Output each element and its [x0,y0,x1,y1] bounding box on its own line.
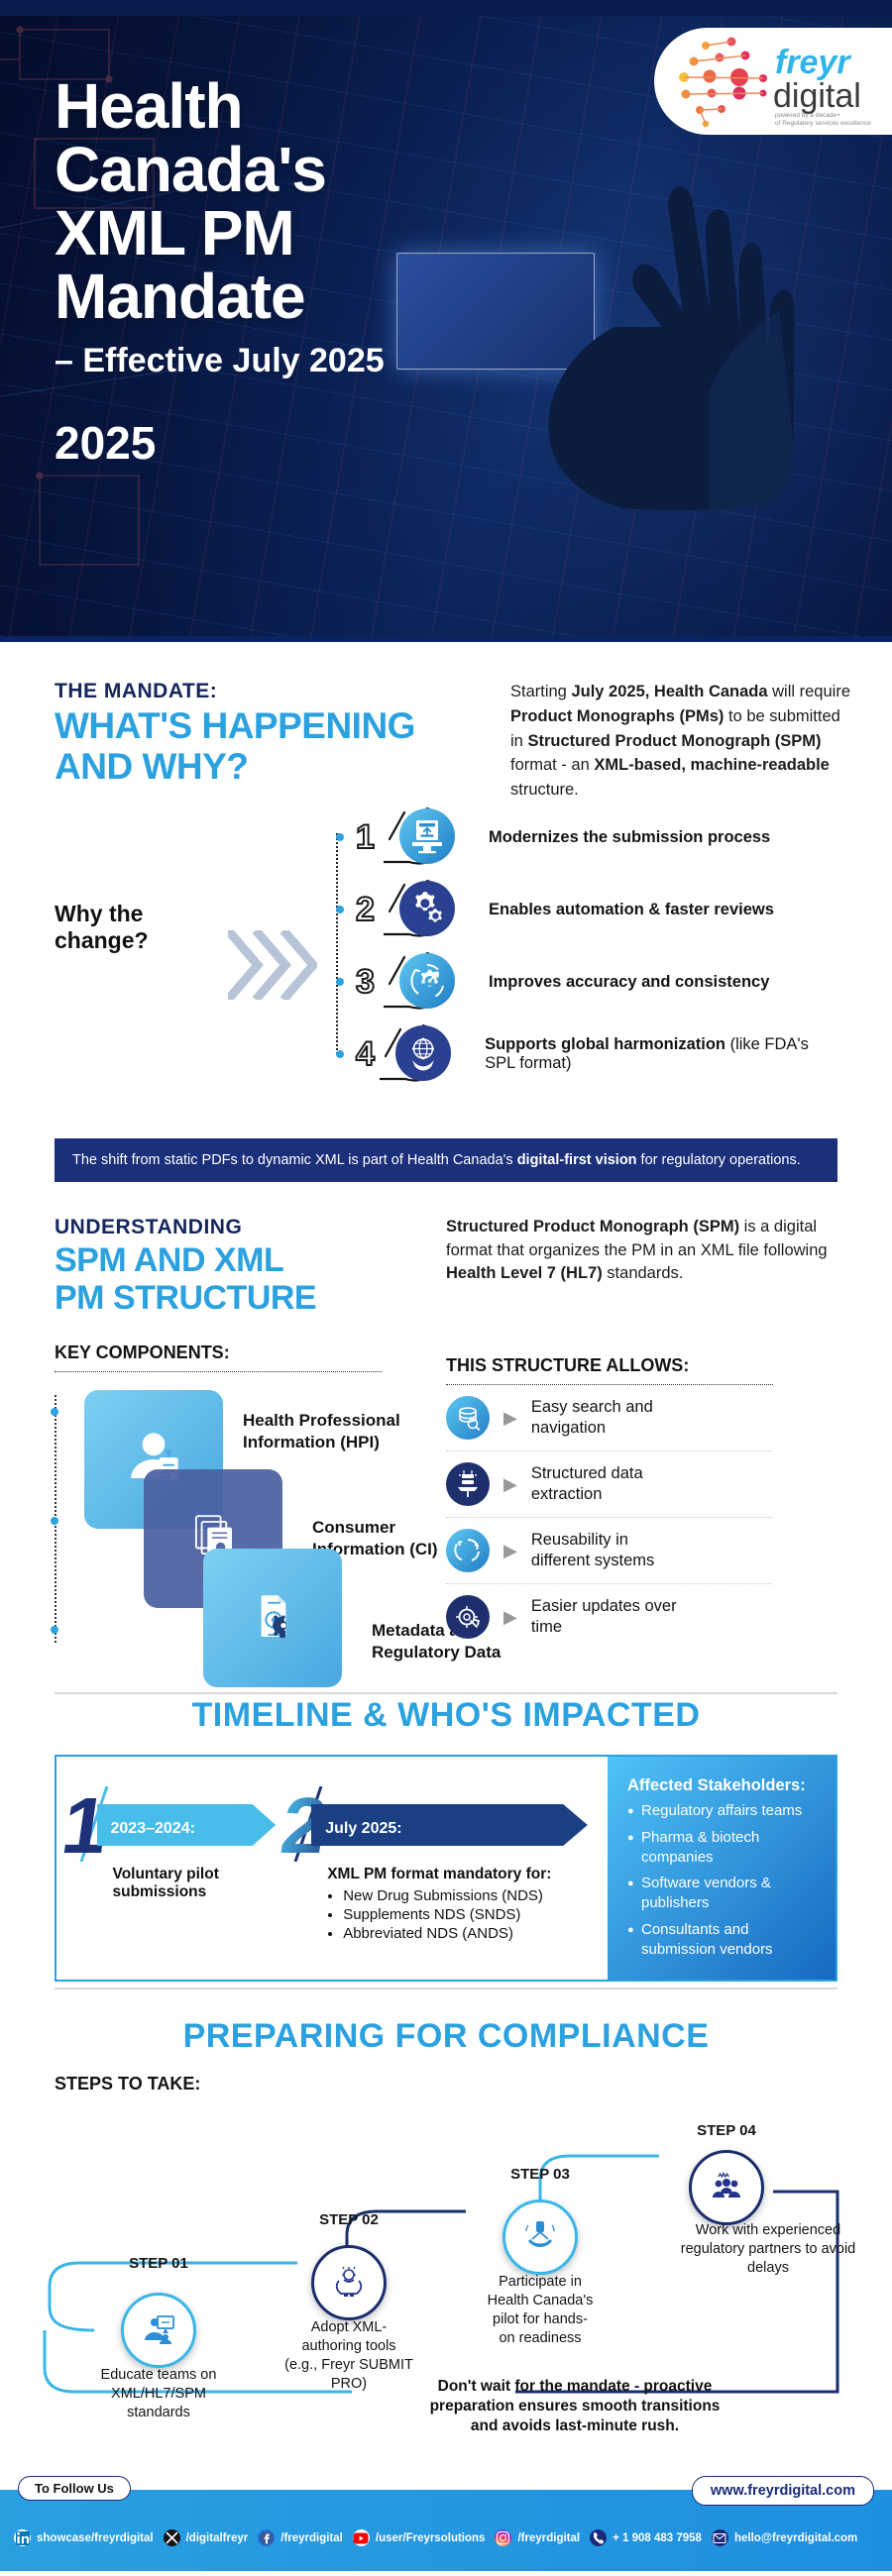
svg-text:freyr: freyr [775,44,851,81]
svg-text:of Regulatory services excelle: of Regulatory services excellence [775,120,871,127]
svg-text:powered by a decade+: powered by a decade+ [775,112,840,119]
svg-text:digital: digital [773,77,861,115]
